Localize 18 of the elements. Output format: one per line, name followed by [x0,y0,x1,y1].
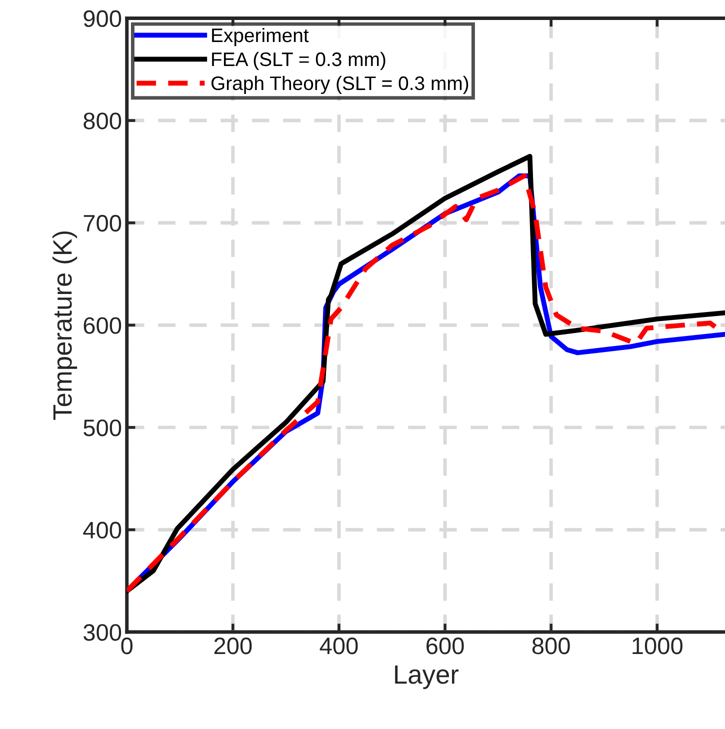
y-tick-label: 700 [84,214,122,232]
x-tick-label: 800 [532,638,570,654]
x-tick-label: 1000 [632,638,682,654]
y-tick-label: 500 [84,420,122,436]
x-tick-label: 600 [426,638,464,654]
x-tick-label: 0 [121,638,133,654]
y-tick-label: 600 [84,317,122,334]
y-tick-label: 800 [84,112,122,130]
y-axis-title: Temperature (K) [52,231,78,420]
y-tick-label: 400 [83,522,122,539]
legend-label: Experiment [212,28,309,46]
x-tick-label: 200 [214,638,252,654]
legend-label: Graph Theory (SLT = 0.3 mm) [211,76,468,94]
x-axis-title: Layer [395,665,459,690]
y-tick-label: 900 [84,10,122,28]
x-tick-label: 400 [320,638,358,654]
y-tick-label: 300 [84,624,122,641]
legend-label: FEA (SLT = 0.3 mm) [212,52,386,70]
